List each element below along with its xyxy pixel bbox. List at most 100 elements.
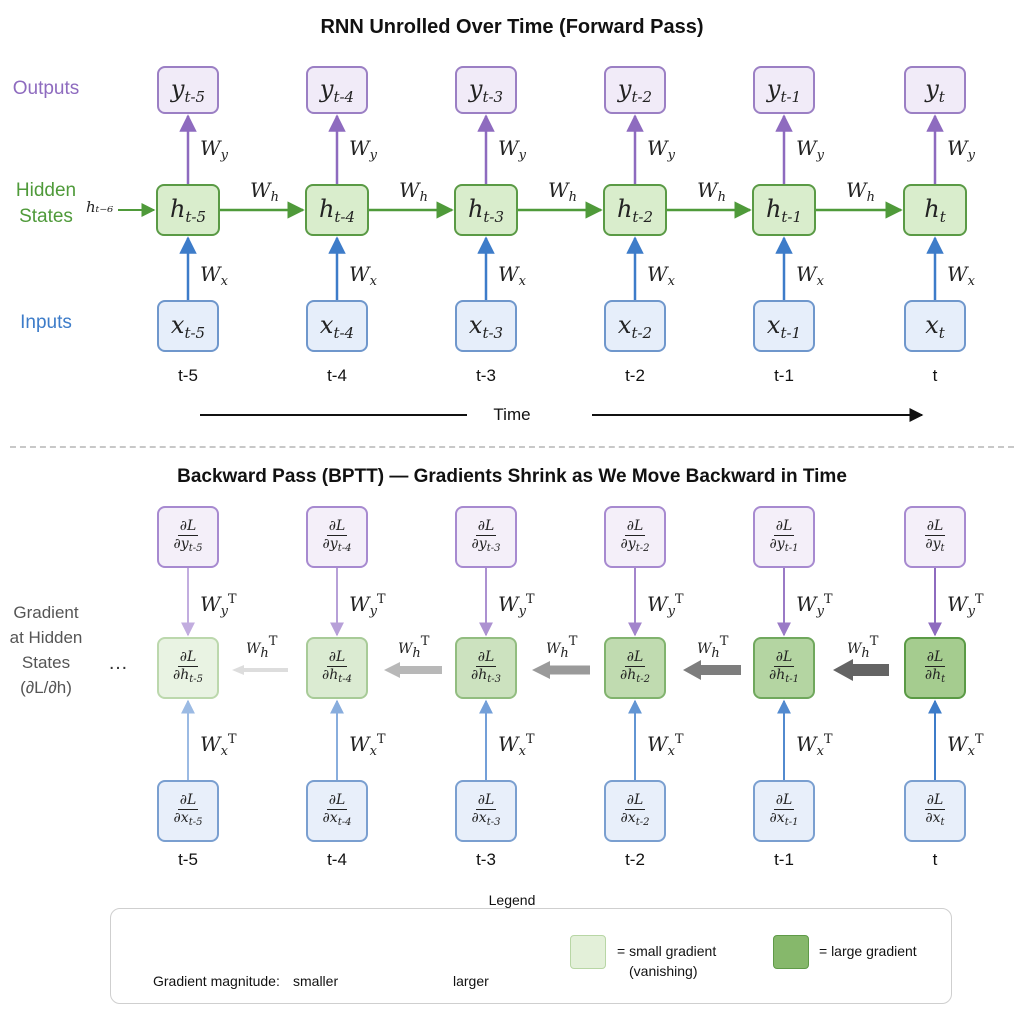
- grad-output-frac-t-3: ∂L ∂yt-3: [471, 517, 501, 554]
- legend-title: Legend: [488, 892, 536, 908]
- small-gradient-swatch: [570, 935, 606, 969]
- output-node-t: yt: [904, 66, 966, 114]
- grad-wy-label-t: WyT: [947, 592, 984, 619]
- hidden-node-t-4: ht-4: [305, 184, 369, 236]
- grad-time-step-t-4: t-4: [327, 850, 347, 869]
- outputs-label: Outputs: [12, 78, 80, 99]
- wy-label-t-3: Wy: [498, 136, 526, 163]
- time-step-t: t: [932, 366, 938, 385]
- grad-hidden-frac-t-4: ∂L ∂ht-4: [321, 648, 353, 685]
- large-gradient-label: = large gradient: [819, 943, 917, 959]
- input-node-t-3: xt-3: [455, 300, 517, 352]
- grad-wx-label-t-3: WxT: [498, 732, 535, 759]
- grad-wx-label-t: WxT: [947, 732, 984, 759]
- wh-label-t-3: Wh: [548, 178, 577, 205]
- grad-wh-label-1: WhT: [246, 634, 278, 661]
- wy-label-t-2: Wy: [647, 136, 675, 163]
- legend-magnitude-label: Gradient magnitude:: [153, 973, 280, 989]
- time-step-t-1: t-1: [774, 366, 794, 385]
- grad-wh-label-2: WhT: [398, 634, 430, 661]
- wh-label-t-5: Wh: [250, 178, 279, 205]
- grad-output-node-t-5: ∂L ∂yt-5: [157, 506, 219, 568]
- grad-output-frac-t-2: ∂L ∂yt-2: [620, 517, 650, 554]
- grad-wh-label-5: WhT: [847, 634, 879, 661]
- grad-input-frac-t-3: ∂L ∂xt-3: [471, 791, 501, 828]
- grad-hidden-frac-t: ∂L ∂ht: [924, 648, 946, 685]
- time-label: Time: [467, 405, 557, 425]
- grad-h-arrow-5: [833, 659, 889, 681]
- grad-wx-label-t-1: WxT: [796, 732, 833, 759]
- output-node-t-1: yt-1: [753, 66, 815, 114]
- grad-hidden-node-t-5: ∂L ∂ht-5: [157, 637, 219, 699]
- grad-wh-label-4: WhT: [697, 634, 729, 661]
- grad-input-frac-t-4: ∂L ∂xt-4: [322, 791, 352, 828]
- wh-label-t-2: Wh: [697, 178, 726, 205]
- grad-wy-label-t-3: WyT: [498, 592, 535, 619]
- grad-wy-label-t-2: WyT: [647, 592, 684, 619]
- grad-output-frac-t-5: ∂L ∂yt-5: [173, 517, 203, 554]
- grad-output-frac-t-1: ∂L ∂yt-1: [769, 517, 799, 554]
- h-previous-label: hₜ₋₆: [86, 198, 114, 216]
- grad-time-step-t-1: t-1: [774, 850, 794, 869]
- time-step-t-2: t-2: [625, 366, 645, 385]
- grad-h-arrow-3: [532, 661, 590, 679]
- output-symbol-t: yt: [925, 74, 945, 106]
- grad-time-step-t-2: t-2: [625, 850, 645, 869]
- grad-hidden-node-t: ∂L ∂ht: [904, 637, 966, 699]
- legend-smaller: smaller: [293, 973, 339, 989]
- grad-hidden-frac-t-5: ∂L ∂ht-5: [172, 648, 204, 685]
- hidden-symbol-t: ht: [924, 194, 946, 226]
- input-symbol-t-5: xt-5: [170, 310, 206, 342]
- grad-wx-label-t-4: WxT: [349, 732, 386, 759]
- grad-time-step-t-5: t-5: [178, 850, 198, 869]
- wx-label-t-2: Wx: [647, 262, 675, 289]
- wy-label-t: Wy: [947, 136, 975, 163]
- grad-input-node-t-5: ∂L ∂xt-5: [157, 780, 219, 842]
- grad-output-node-t-1: ∂L ∂yt-1: [753, 506, 815, 568]
- grad-output-node-t-4: ∂L ∂yt-4: [306, 506, 368, 568]
- grad-input-node-t-4: ∂L ∂xt-4: [306, 780, 368, 842]
- grad-output-node-t-3: ∂L ∂yt-3: [455, 506, 517, 568]
- grad-input-node-t-1: ∂L ∂xt-1: [753, 780, 815, 842]
- grad-hidden-frac-t-3: ∂L ∂ht-3: [470, 648, 502, 685]
- grad-hidden-frac-t-1: ∂L ∂ht-1: [768, 648, 800, 685]
- vanishing-label: (vanishing): [629, 963, 698, 979]
- hidden-symbol-t-5: ht-5: [169, 194, 207, 226]
- grad-input-frac-t-1: ∂L ∂xt-1: [769, 791, 799, 828]
- output-node-t-4: yt-4: [306, 66, 368, 114]
- time-step-t-5: t-5: [178, 366, 198, 385]
- grad-output-node-t-2: ∂L ∂yt-2: [604, 506, 666, 568]
- time-step-t-3: t-3: [476, 366, 496, 385]
- time-step-t-4: t-4: [327, 366, 347, 385]
- wy-label-t-1: Wy: [796, 136, 824, 163]
- output-symbol-t-2: yt-2: [617, 74, 653, 106]
- input-node-t-1: xt-1: [753, 300, 815, 352]
- input-node-t-2: xt-2: [604, 300, 666, 352]
- grad-wy-label-t-1: WyT: [796, 592, 833, 619]
- output-symbol-t-4: yt-4: [319, 74, 355, 106]
- grad-wh-label-3: WhT: [546, 634, 578, 661]
- forward-title: RNN Unrolled Over Time (Forward Pass): [320, 16, 704, 38]
- grad-time-step-t-3: t-3: [476, 850, 496, 869]
- grad-time-step-t: t: [932, 850, 938, 869]
- wh-label-t-1: Wh: [846, 178, 875, 205]
- grad-input-frac-t: ∂L ∂xt: [924, 791, 946, 828]
- output-symbol-t-5: yt-5: [170, 74, 206, 106]
- wx-label-t-3: Wx: [498, 262, 526, 289]
- hidden-node-t-5: ht-5: [156, 184, 220, 236]
- wx-label-t-1: Wx: [796, 262, 824, 289]
- gradient-states-label: Gradient at Hidden States (∂L/∂h): [9, 603, 83, 697]
- hidden-node-t: ht: [903, 184, 967, 236]
- grad-input-frac-t-2: ∂L ∂xt-2: [620, 791, 650, 828]
- backward-title: Backward Pass (BPTT) — Gradients Shrink …: [177, 466, 847, 487]
- grad-h-arrow-2: [384, 662, 442, 678]
- hidden-symbol-t-4: ht-4: [318, 194, 356, 226]
- input-node-t: xt: [904, 300, 966, 352]
- input-symbol-t-4: xt-4: [319, 310, 355, 342]
- input-node-t-5: xt-5: [157, 300, 219, 352]
- grad-input-frac-t-5: ∂L ∂xt-5: [173, 791, 203, 828]
- grad-hidden-frac-t-2: ∂L ∂ht-2: [619, 648, 651, 685]
- input-symbol-t-1: xt-1: [766, 310, 802, 342]
- grad-input-node-t: ∂L ∂xt: [904, 780, 966, 842]
